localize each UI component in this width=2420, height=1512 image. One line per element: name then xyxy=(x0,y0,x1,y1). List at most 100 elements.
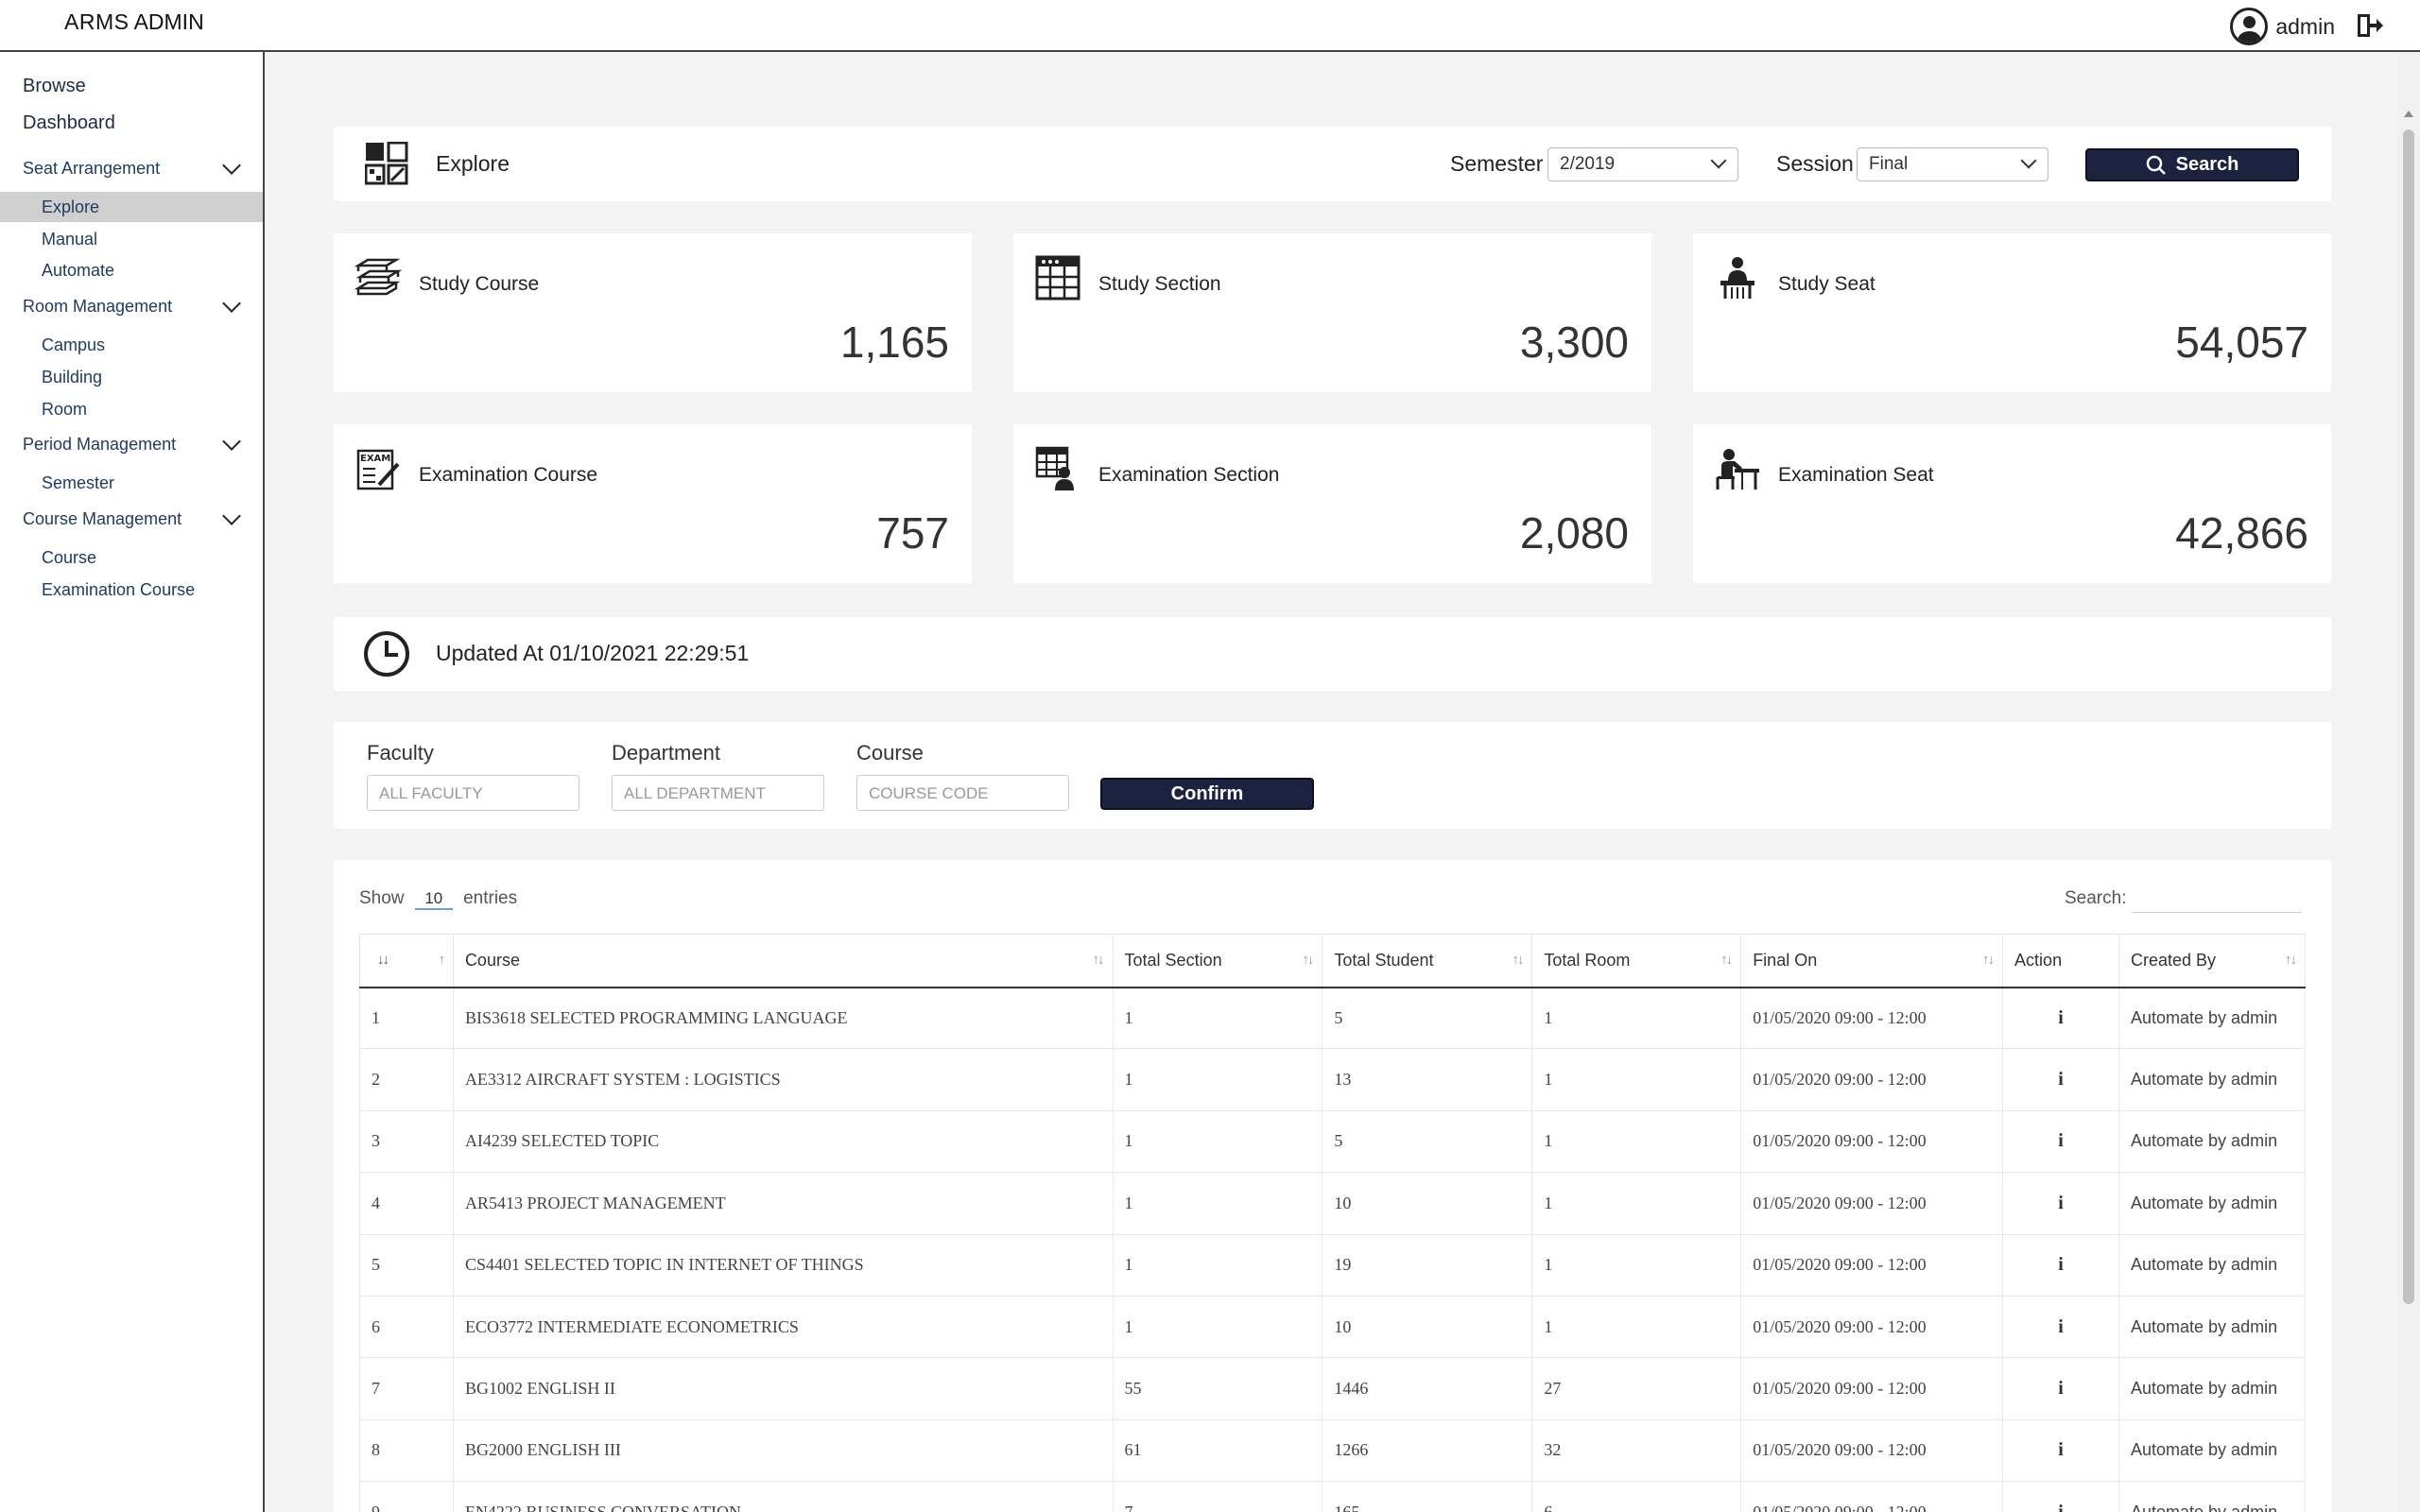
sidebar-group-period-management[interactable]: Period Management xyxy=(23,431,246,455)
stat-label: Examination Course xyxy=(419,464,598,486)
user-name: admin xyxy=(2275,13,2335,39)
table-search-input[interactable] xyxy=(2132,881,2302,913)
table-row[interactable]: 1 BIS3618 SELECTED PROGRAMMING LANGUAGE 1 5… xyxy=(359,987,2306,1050)
cell-course: CS4401 SELECTED TOPIC IN INTERNET OF THI… xyxy=(453,1234,1114,1297)
search-button[interactable]: Search xyxy=(2085,148,2299,181)
table-row[interactable]: 9 EN4222 BUSINESS CONVERSATION 7 165 6 01/05/… xyxy=(359,1481,2306,1512)
stat-value: 757 xyxy=(876,508,949,558)
info-icon[interactable]: i xyxy=(2002,1234,2119,1297)
cell-total-section: 55 xyxy=(1113,1357,1323,1420)
sidebar-item-semester[interactable]: Semester xyxy=(42,473,115,492)
sidebar-item-course[interactable]: Course xyxy=(42,548,97,567)
stat-study-course: Study Course 1,165 xyxy=(334,233,972,392)
stat-label: Examination Seat xyxy=(1778,464,1934,486)
exam-paper-icon: EXAM xyxy=(356,449,400,490)
cell-index: 1 xyxy=(359,987,454,1050)
results-table: ↓↓ ↑ Course ↑↓ Total Section ↑↓ Total Stude… xyxy=(359,934,2306,1512)
sidebar-item-building[interactable]: Building xyxy=(42,368,103,387)
sidebar-group-label: Course Management xyxy=(23,509,182,528)
show-label: Show xyxy=(359,888,405,908)
course-code-input[interactable]: COURSE CODE xyxy=(856,775,1069,811)
sidebar-group-seat-arrangement[interactable]: Seat Arrangement xyxy=(23,155,246,179)
exam-schedule-icon xyxy=(1035,446,1074,490)
semester-label: Semester xyxy=(1450,151,1544,176)
confirm-button[interactable]: Confirm xyxy=(1100,778,1314,810)
scroll-up-icon[interactable] xyxy=(2404,111,2413,117)
stat-label: Study Seat xyxy=(1778,273,1876,295)
sidebar-item-automate[interactable]: Automate xyxy=(42,261,115,280)
explore-panel: Explore Semester 2/2019 Session Final Se… xyxy=(334,127,2331,201)
sidebar-item-explore[interactable]: Explore xyxy=(0,192,263,222)
calendar-grid-icon xyxy=(1035,255,1080,301)
chevron-down-icon xyxy=(222,155,241,175)
cell-course: AR5413 PROJECT MANAGEMENT xyxy=(453,1172,1114,1235)
stat-value: 3,300 xyxy=(1519,318,1629,367)
cell-total-student: 5 xyxy=(1322,1110,1533,1174)
info-icon[interactable]: i xyxy=(2002,1357,2119,1420)
table-row[interactable]: 7 BG1002 ENGLISH II 55 1446 27 01/05/2020 09:… xyxy=(359,1357,2306,1420)
cell-total-room: 32 xyxy=(1531,1419,1742,1483)
sort-icon: ↑↓ xyxy=(1092,952,1105,968)
stat-value: 54,057 xyxy=(2175,318,2308,367)
info-icon[interactable]: i xyxy=(2002,987,2119,1050)
user-avatar-icon xyxy=(2230,8,2269,45)
info-icon[interactable]: i xyxy=(2002,1296,2119,1359)
cell-total-section: 1 xyxy=(1113,1048,1323,1111)
table-row[interactable]: 3 AI4239 SELECTED TOPIC 1 5 1 01/05/2020 09:0… xyxy=(359,1110,2306,1174)
session-select[interactable]: Final xyxy=(1857,147,2048,181)
semester-select[interactable]: 2/2019 xyxy=(1547,147,1738,181)
sort-desc-icon: ↓↓ xyxy=(377,952,389,968)
table-row[interactable]: 4 AR5413 PROJECT MANAGEMENT 1 10 1 01/05/2020… xyxy=(359,1172,2306,1235)
table-row[interactable]: 5 CS4401 SELECTED TOPIC IN INTERNET OF TH… xyxy=(359,1234,2306,1297)
sort-icon: ↑↓ xyxy=(2285,952,2297,968)
header-label: Total Room xyxy=(1544,950,1631,970)
cell-created-by: Automate by admin xyxy=(2118,1481,2306,1512)
sidebar-dashboard[interactable]: Dashboard xyxy=(23,112,115,133)
stat-label: Study Section xyxy=(1098,273,1221,295)
svg-text:EXAM: EXAM xyxy=(360,454,390,464)
sidebar-item-campus[interactable]: Campus xyxy=(42,335,106,354)
department-input[interactable]: ALL DEPARTMENT xyxy=(612,775,824,811)
cell-index: 6 xyxy=(359,1296,454,1359)
table-row[interactable]: 8 BG2000 ENGLISH III 61 1266 32 01/05/2020 09… xyxy=(359,1419,2306,1483)
header-course[interactable]: Course ↑↓ xyxy=(452,934,1114,988)
sidebar-item-examination-course[interactable]: Examination Course xyxy=(42,580,196,599)
info-icon[interactable]: i xyxy=(2002,1419,2119,1483)
cell-course: AE3312 AIRCRAFT SYSTEM : LOGISTICS xyxy=(453,1048,1114,1111)
page-scrollbar[interactable] xyxy=(2397,52,2420,1512)
info-icon[interactable]: i xyxy=(2002,1048,2119,1111)
app-title[interactable]: ARMS ADMIN xyxy=(64,9,204,35)
chevron-down-icon xyxy=(222,506,241,525)
cell-index: 7 xyxy=(359,1357,454,1420)
header-index[interactable]: ↓↓ ↑ xyxy=(359,934,454,988)
header-total-section[interactable]: Total Section ↑↓ xyxy=(1112,934,1323,988)
faculty-input[interactable]: ALL FACULTY xyxy=(367,775,579,811)
entries-label: entries xyxy=(463,888,518,908)
scrollbar-thumb[interactable] xyxy=(2403,129,2414,1304)
sidebar-browse[interactable]: Browse xyxy=(23,76,86,96)
cell-course: BIS3618 SELECTED PROGRAMMING LANGUAGE xyxy=(453,987,1114,1050)
info-icon[interactable]: i xyxy=(2002,1481,2119,1512)
stat-examination-course: EXAM Examination Course 757 xyxy=(334,424,972,583)
cell-total-section: 1 xyxy=(1113,1234,1323,1297)
table-row[interactable]: 2 AE3312 AIRCRAFT SYSTEM : LOGISTICS 1 13 1 0… xyxy=(359,1048,2306,1111)
header-total-student[interactable]: Total Student ↑↓ xyxy=(1322,934,1533,988)
sidebar-group-room-management[interactable]: Room Management xyxy=(23,293,246,317)
sidebar-item-manual[interactable]: Manual xyxy=(42,230,98,249)
user-menu[interactable]: admin xyxy=(2230,8,2335,45)
faculty-label: Faculty xyxy=(367,741,434,765)
header-total-room[interactable]: Total Room ↑↓ xyxy=(1531,934,1742,988)
logout-icon[interactable] xyxy=(2356,12,2384,39)
cell-total-room: 1 xyxy=(1531,1172,1742,1235)
info-icon[interactable]: i xyxy=(2002,1172,2119,1235)
sort-icon: ↑↓ xyxy=(1982,952,1995,968)
course-label: Course xyxy=(856,741,924,765)
student-desk-icon xyxy=(1720,257,1754,299)
header-created-by[interactable]: Created By ↑↓ xyxy=(2118,934,2306,988)
sidebar-group-course-management[interactable]: Course Management xyxy=(23,506,246,529)
info-icon[interactable]: i xyxy=(2002,1110,2119,1174)
sidebar-item-room[interactable]: Room xyxy=(42,400,88,419)
entries-select[interactable]: 10 xyxy=(414,889,453,910)
header-final-on[interactable]: Final On ↑↓ xyxy=(1740,934,2004,988)
table-row[interactable]: 6 ECO3772 INTERMEDIATE ECONOMETRICS 1 10 1 01… xyxy=(359,1296,2306,1359)
